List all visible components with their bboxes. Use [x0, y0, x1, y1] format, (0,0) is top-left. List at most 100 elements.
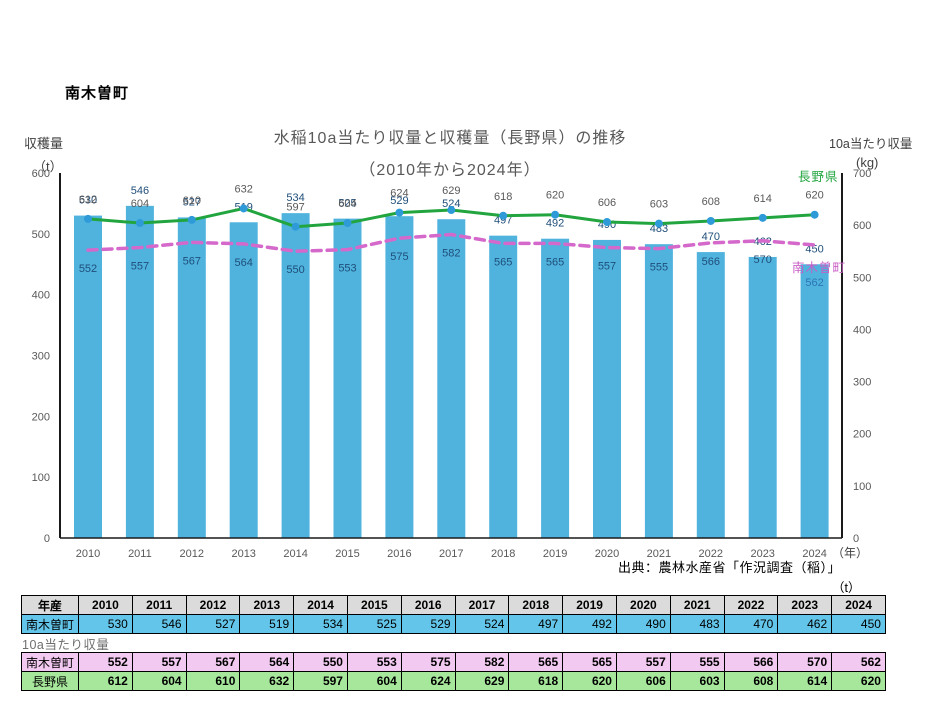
year-header-cell: 2014 [293, 595, 348, 615]
yield-label-nagano: 624 [390, 188, 408, 200]
line-marker [239, 204, 248, 213]
yield-label-nagiso: 565 [494, 256, 512, 268]
yield-label-nagano: 608 [702, 196, 720, 208]
yield-value-cell: 624 [400, 671, 456, 691]
yield-label-nagiso: 575 [390, 251, 408, 263]
bar-label: 497 [494, 215, 512, 227]
x-axis-label: 2013 [231, 548, 255, 560]
line-marker [551, 210, 560, 219]
yield-label-nagano: 604 [131, 198, 149, 210]
left-axis-tick: 400 [32, 290, 50, 302]
yield-label-nagiso: 555 [650, 262, 668, 274]
yield-value-cell: 565 [508, 652, 564, 672]
chart-title-line2: （2010年から2024年） [359, 162, 541, 179]
yield-value-cell: 604 [131, 671, 187, 691]
year-header-cell: 2019 [562, 595, 617, 615]
right-axis-title: 10a当たり収量 [829, 137, 913, 151]
yield-value-cell: 620 [562, 671, 617, 691]
right-axis-tick: 400 [853, 324, 871, 336]
x-axis-label: 2018 [491, 548, 515, 560]
yield-value-cell: 614 [777, 671, 833, 691]
line-marker [135, 219, 144, 228]
line-marker [187, 215, 196, 224]
yield-value-cell: 610 [185, 671, 241, 691]
yield-label-nagiso: 557 [131, 261, 149, 273]
table-section-label: 10a当たり収量 [22, 638, 110, 652]
x-axis-label: 2016 [387, 548, 411, 560]
yield-value-cell: 570 [777, 652, 833, 672]
combo-chart: 600 500 400 300 200 100 0 700 600 500 400 300 200 100… [32, 168, 872, 560]
line-marker [758, 213, 767, 222]
bar [593, 239, 621, 538]
yield-value-cell: 606 [615, 671, 671, 691]
yield-label-nagano: 610 [183, 195, 201, 207]
yield-value-cell: 582 [454, 652, 510, 672]
harvest-value-cell: 530 [78, 614, 133, 634]
yield-value-cell: 552 [78, 652, 133, 672]
right-axis-tick: 700 [853, 168, 871, 180]
year-header-cell: 2022 [723, 595, 779, 615]
bar-series [74, 205, 829, 539]
bar-label: 483 [650, 223, 668, 235]
bar [437, 219, 466, 538]
yield-label-nagiso: 566 [702, 256, 720, 268]
bar [644, 244, 673, 539]
year-header-cell: 2018 [508, 595, 564, 615]
x-axis-label: 2014 [283, 548, 307, 560]
yield-value-cell: 629 [454, 671, 510, 691]
yield-value-cell: 555 [669, 652, 725, 672]
bar [74, 215, 102, 539]
yield-label-nagano: 614 [754, 193, 772, 205]
bar [177, 217, 206, 539]
harvest-value-cell: 462 [777, 614, 833, 634]
bar-label: 527 [183, 196, 201, 208]
right-axis-tick: 0 [853, 533, 859, 545]
line-marker [706, 216, 715, 225]
harvest-value-cell: 527 [185, 614, 241, 634]
harvest-value-cell: 519 [239, 614, 295, 634]
x-axis-label: 2011 [128, 548, 152, 560]
x-axis-label: 2017 [439, 548, 463, 560]
year-header-cell: 2020 [615, 595, 671, 615]
yield-value-cell: 608 [723, 671, 779, 691]
year-header-cell: 2016 [400, 595, 456, 615]
right-axis-tick: 600 [853, 220, 871, 232]
table-unit-label: （t） [832, 581, 861, 595]
x-axis-label: 2010 [76, 548, 100, 560]
year-header-cell: 2010 [78, 595, 133, 615]
legend-nagiso-town: 南木曽町 [792, 261, 847, 275]
harvest-value-cell: 450 [831, 614, 886, 634]
yield-value-cell: 564 [239, 652, 295, 672]
bar [748, 256, 777, 538]
yield-label-nagiso: 552 [79, 263, 97, 275]
yield-value-cell: 557 [615, 652, 671, 672]
yield-value-cell: 618 [508, 671, 564, 691]
yield-label-nagano: 612 [79, 194, 97, 206]
x-axis-label: 2024 [802, 548, 826, 560]
bar [385, 216, 414, 539]
yield-label-nagiso: 570 [754, 254, 772, 266]
yield-value-cell: 562 [831, 652, 886, 672]
bar [489, 235, 518, 539]
left-axis-tick: 200 [32, 411, 50, 423]
table-row: 長野県 612 604 610 632 597 604 624 629 618 620 606 603 6… [21, 671, 886, 691]
chart-title-line1: 水稲10a当たり収量と収穫量（長野県）の推移 [273, 130, 627, 147]
yield-label-nagano: 620 [546, 190, 564, 202]
bar [125, 205, 154, 538]
yield-label-nagiso: 553 [338, 263, 356, 275]
bar-label: 524 [442, 198, 460, 210]
left-axis-tick: 600 [32, 168, 50, 180]
right-axis-tick: 100 [853, 481, 871, 493]
harvest-value-cell: 534 [293, 614, 348, 634]
harvest-value-cell: 492 [562, 614, 617, 634]
yield-label-nagano: 620 [805, 190, 823, 202]
x-axis-label: 2021 [647, 548, 671, 560]
harvest-value-cell: 483 [669, 614, 725, 634]
harvest-value-cell: 497 [508, 614, 564, 634]
harvest-value-cell: 470 [723, 614, 779, 634]
x-axis-suffix: （年） [832, 546, 868, 560]
bar [800, 264, 829, 538]
yield-value-cell: 565 [562, 652, 617, 672]
left-axis-tick: 100 [32, 472, 50, 484]
